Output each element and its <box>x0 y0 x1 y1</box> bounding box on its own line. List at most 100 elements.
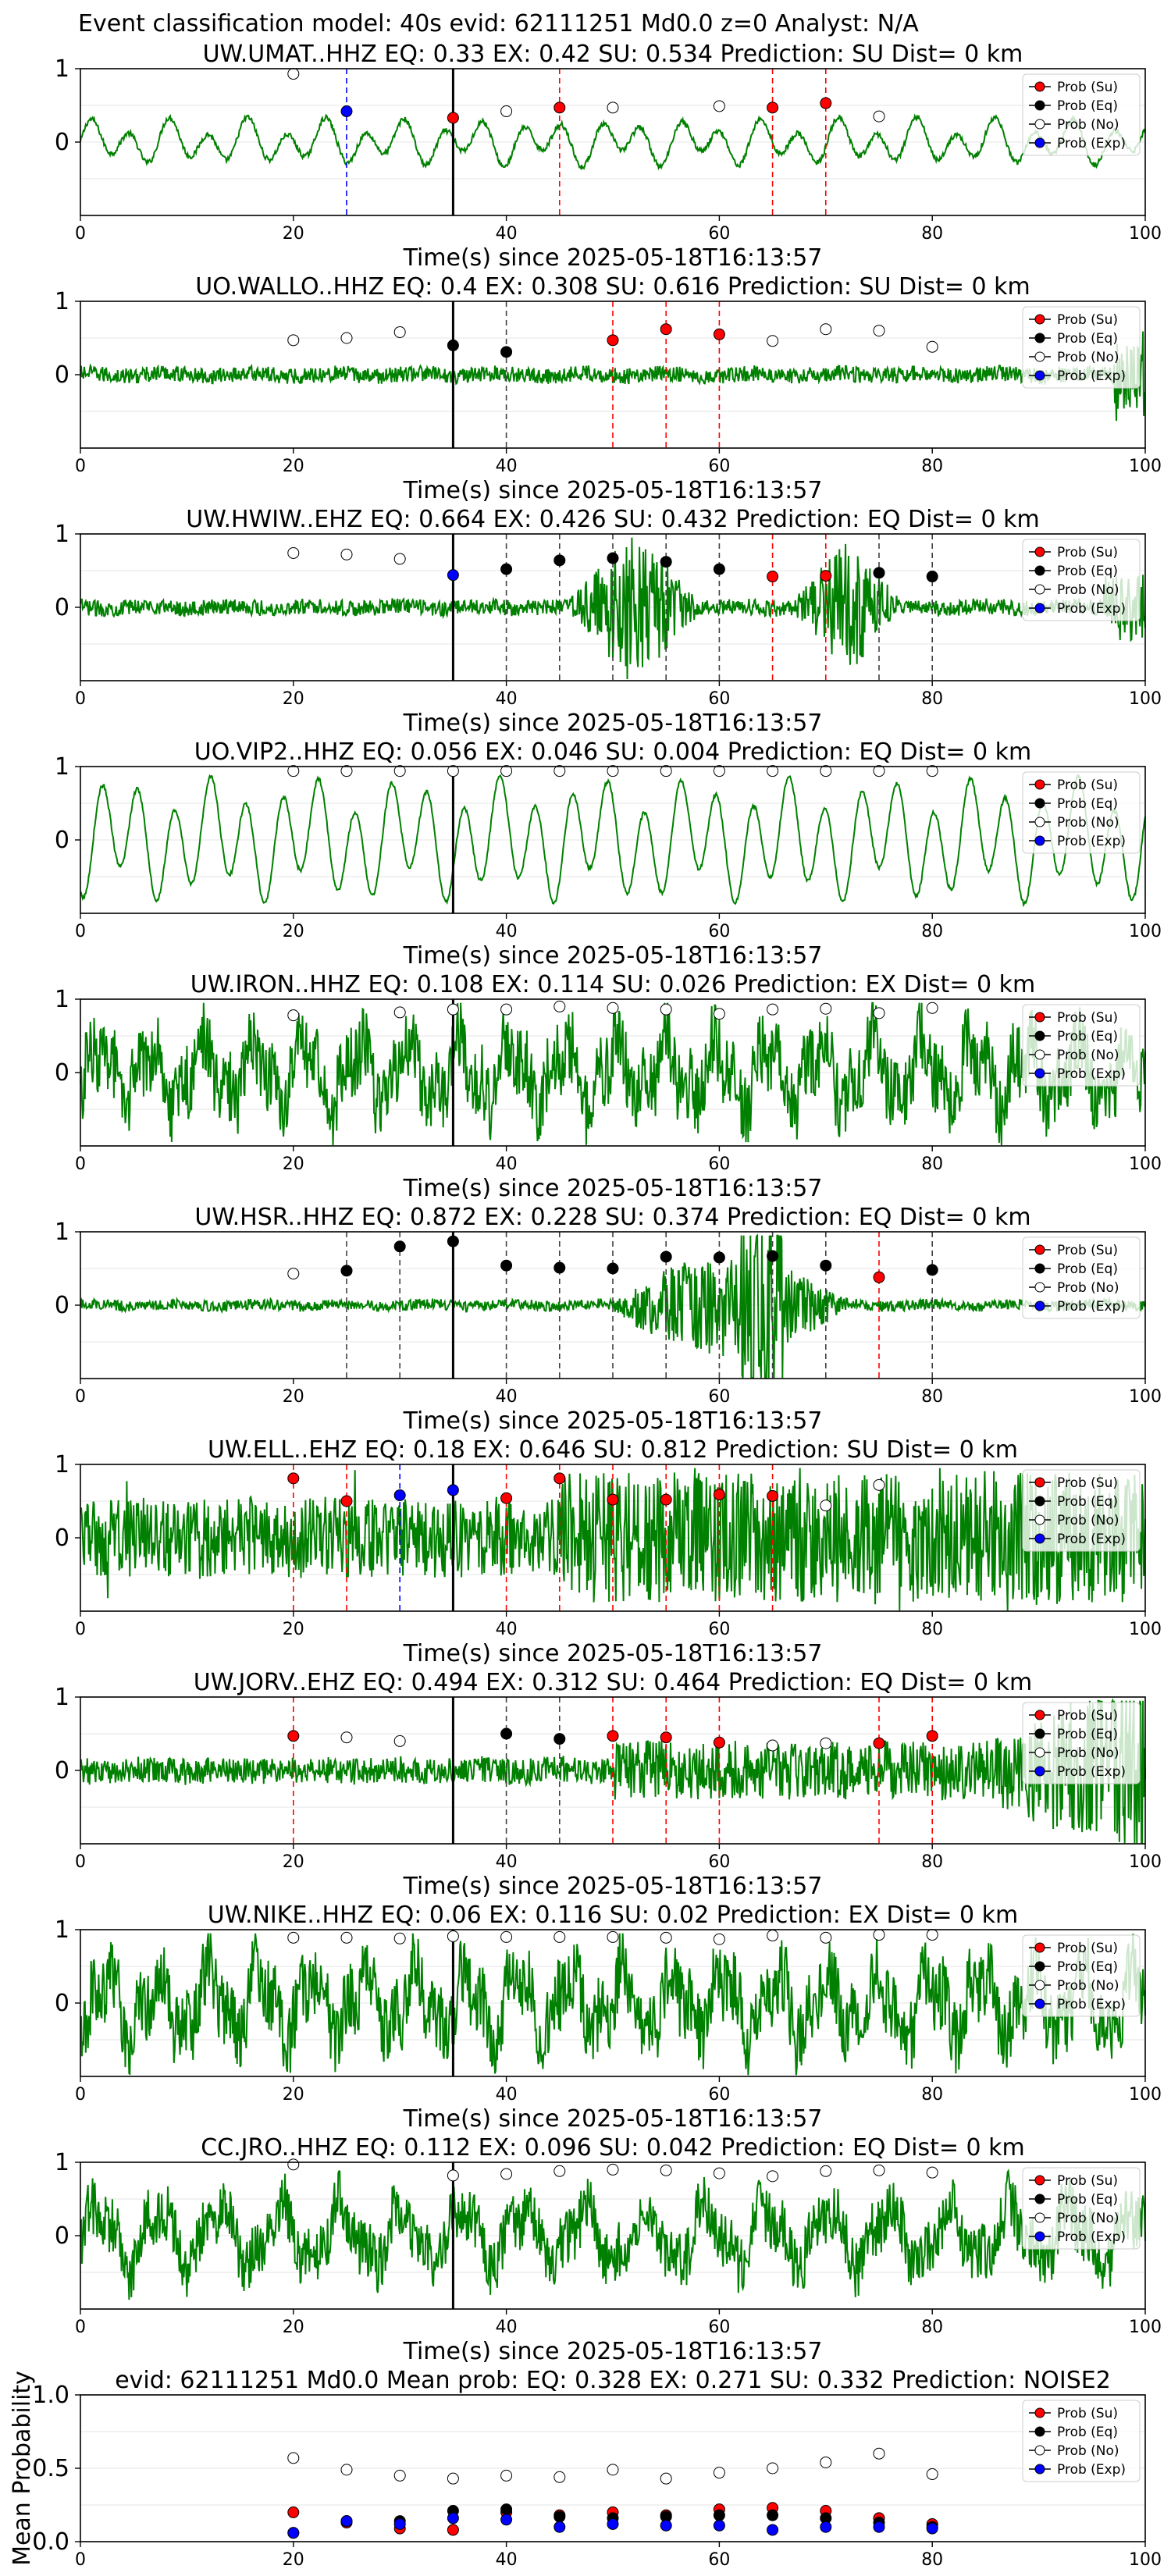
y-tick-label: 0 <box>55 1059 69 1087</box>
prob-point-no <box>820 2165 832 2177</box>
prob-point-no <box>713 2467 725 2479</box>
x-tick-label: 0 <box>75 2318 86 2337</box>
prob-point-su <box>873 1737 885 1749</box>
prob-point-no <box>926 340 938 353</box>
prob-point-no <box>287 68 300 80</box>
prob-point-no <box>500 765 513 777</box>
prob-point-no <box>447 1003 459 1016</box>
x-tick-label: 0 <box>75 1387 86 1407</box>
legend-label-exp: Prob (Exp) <box>1057 601 1126 617</box>
x-tick-label: 80 <box>921 689 943 709</box>
y-tick-label: 0 <box>55 361 69 389</box>
y-tick-label: 1 <box>55 1916 69 1944</box>
legend-marker-exp <box>1034 370 1045 381</box>
legend-label-no: Prob (No) <box>1057 2443 1119 2459</box>
prob-point-exp <box>393 1489 406 1501</box>
legend-marker-su <box>1034 2407 1045 2418</box>
legend-marker-eq <box>1034 565 1045 576</box>
prob-point-eq <box>607 552 619 564</box>
y-tick-label: 1 <box>55 521 69 548</box>
prob-point-exp <box>873 2521 885 2533</box>
prob-point-no <box>393 2469 406 2482</box>
prob-point-no <box>767 765 779 777</box>
x-axis-label: Time(s) since 2025-05-18T16:13:57 <box>403 1640 823 1667</box>
prob-point-eq <box>767 2509 779 2521</box>
prob-point-no <box>660 2472 672 2485</box>
y-tick-label: 1 <box>55 1451 69 1478</box>
legend-label-exp: Prob (Exp) <box>1057 1997 1126 2012</box>
x-tick-label: 20 <box>283 922 304 941</box>
legend-marker-eq <box>1034 1728 1045 1739</box>
prob-point-eq <box>660 556 672 568</box>
legend-label-exp: Prob (Exp) <box>1057 1532 1126 1547</box>
x-tick-label: 80 <box>921 2318 943 2337</box>
prob-point-su <box>820 570 832 582</box>
prob-point-no <box>553 1930 566 1943</box>
legend: Prob (Su) Prob (Eq) Prob (No) Prob (Exp) <box>1022 771 1141 854</box>
x-tick-label: 80 <box>921 1387 943 1407</box>
x-tick-label: 40 <box>496 2550 518 2570</box>
x-tick-label: 20 <box>283 1387 304 1407</box>
prob-point-no <box>767 1930 779 1942</box>
prob-point-no <box>553 1000 566 1012</box>
legend-label-exp: Prob (Exp) <box>1057 136 1126 151</box>
legend-marker-eq <box>1034 1263 1045 1274</box>
y-tick-label: 0.0 <box>32 2528 69 2556</box>
legend-label-su: Prob (Su) <box>1057 1708 1118 1724</box>
legend-box <box>1022 1236 1141 1319</box>
x-axis-label: Time(s) since 2025-05-18T16:13:57 <box>403 1407 823 1435</box>
prob-point-eq <box>393 1240 406 1253</box>
legend-label-exp: Prob (Exp) <box>1057 1299 1126 1315</box>
legend-marker-eq <box>1034 798 1045 809</box>
subplot-title: UO.VIP2..HHZ EQ: 0.056 EX: 0.046 SU: 0.0… <box>194 738 1032 766</box>
prob-point-no <box>340 765 353 777</box>
subplot-3: 0 20 40 60 80 100 1 0 UW.HWIW..EHZ EQ: 0.664 EX:… <box>55 506 1162 737</box>
waveform-trace <box>80 113 1146 171</box>
prob-point-no <box>767 2462 779 2475</box>
prob-point-no <box>500 1930 513 1943</box>
prob-point-no <box>873 1007 885 1019</box>
x-tick-label: 20 <box>283 689 304 709</box>
legend-label-no: Prob (No) <box>1057 350 1119 365</box>
x-tick-label: 80 <box>921 1620 943 1639</box>
y-tick-label: 1 <box>55 55 69 83</box>
legend: Prob (Su) Prob (Eq) Prob (No) Prob (Exp) <box>1022 539 1141 621</box>
legend-label-eq: Prob (Eq) <box>1057 796 1118 812</box>
prob-point-su <box>500 1492 513 1504</box>
prob-point-su <box>713 328 725 340</box>
prob-point-no <box>607 1930 619 1943</box>
legend-marker-exp <box>1034 2464 1045 2475</box>
prob-point-exp <box>393 2517 406 2530</box>
legend-marker-exp <box>1034 2231 1045 2242</box>
prob-point-exp <box>553 2521 566 2533</box>
prob-point-no <box>287 765 300 777</box>
legend-marker-exp <box>1034 1068 1045 1079</box>
x-axis-label: Time(s) since 2025-05-18T16:13:57 <box>403 1873 823 1900</box>
prob-point-no <box>873 765 885 777</box>
prob-point-exp <box>660 2519 672 2532</box>
legend-marker-su <box>1034 546 1045 557</box>
x-tick-label: 40 <box>496 457 518 476</box>
prob-point-su <box>553 1472 566 1485</box>
x-tick-label: 0 <box>75 922 86 941</box>
legend-marker-no <box>1034 817 1045 827</box>
prob-point-no <box>447 765 459 777</box>
prob-point-no <box>393 765 406 777</box>
subplot-10: 0 20 40 60 80 100 1 0 CC.JRO..HHZ EQ: 0.112 EX: … <box>55 2134 1162 2365</box>
prob-point-no <box>660 1003 672 1016</box>
prob-point-su <box>660 1731 672 1744</box>
y-tick-label: 1 <box>55 288 69 315</box>
x-tick-label: 60 <box>708 2550 730 2570</box>
x-tick-label: 80 <box>921 922 943 941</box>
legend-box <box>1022 2400 1141 2482</box>
prob-point-no <box>447 1930 459 1942</box>
prob-point-su <box>447 2524 459 2536</box>
legend-label-su: Prob (Su) <box>1057 1941 1118 1956</box>
x-axis-label: Time(s) since 2025-05-18T16:13:57 <box>403 2338 823 2365</box>
legend-marker-no <box>1034 1514 1045 1525</box>
x-tick-label: 0 <box>75 2550 86 2570</box>
y-tick-label: 0 <box>55 594 69 621</box>
prob-point-su <box>713 1489 725 1501</box>
prob-point-exp <box>926 2522 938 2535</box>
x-tick-label: 40 <box>496 2318 518 2337</box>
